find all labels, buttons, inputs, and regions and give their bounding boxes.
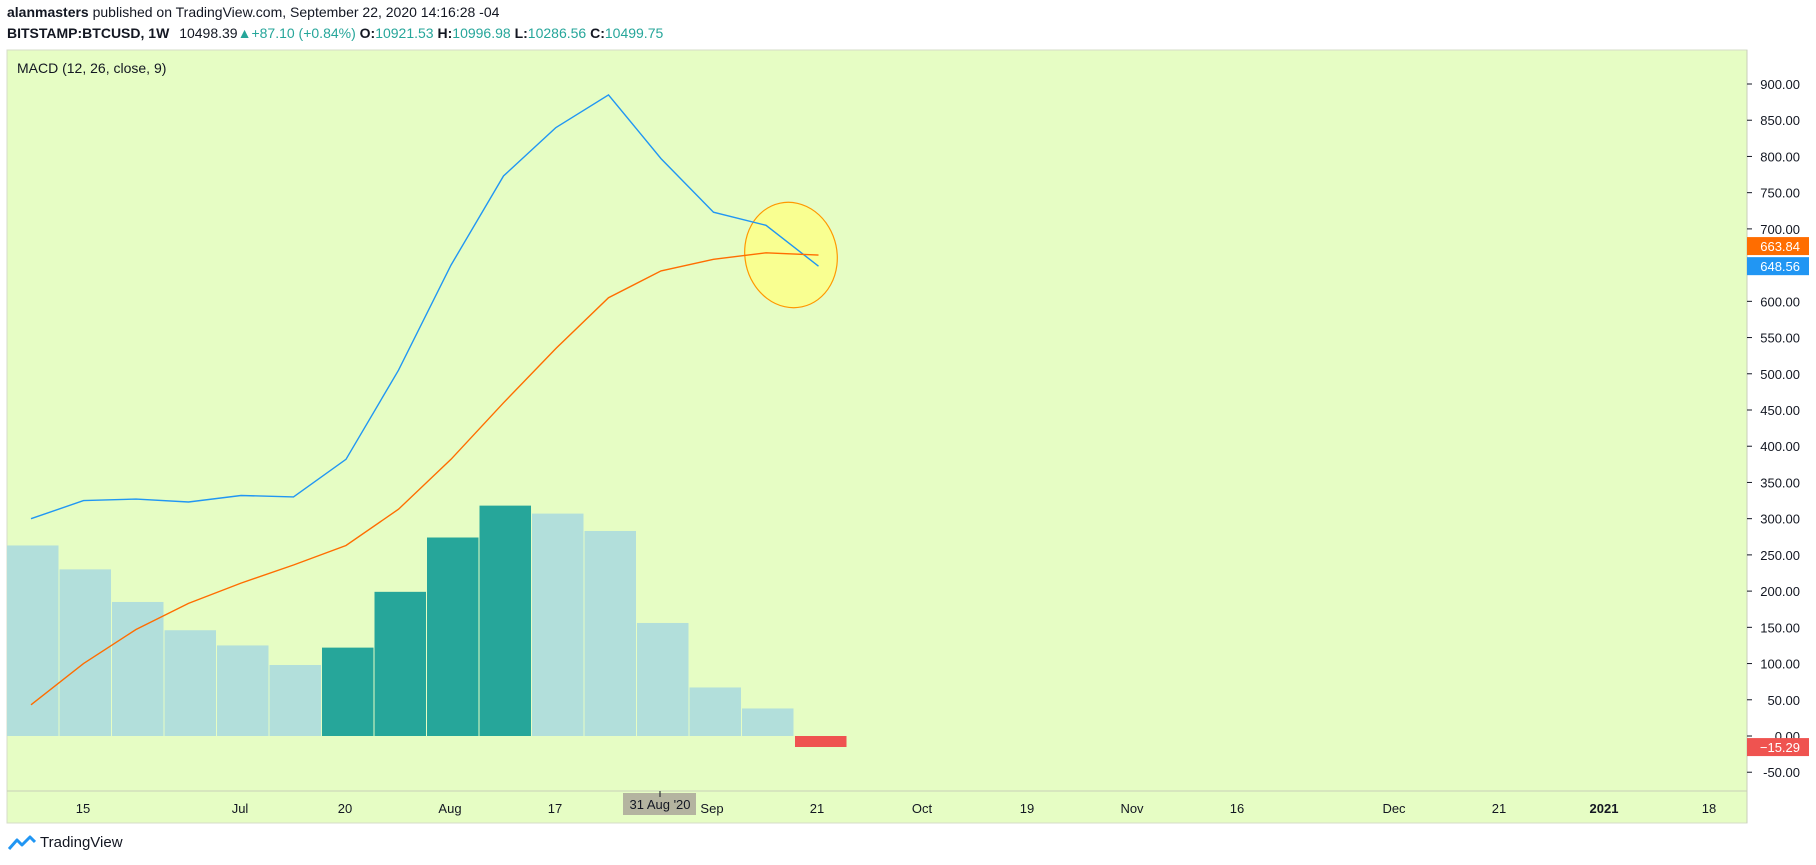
histogram-bar [164, 630, 216, 736]
y-tick-label: 750.00 [1760, 186, 1800, 201]
footer-brand: TradingView [40, 834, 123, 851]
high-label: H: [437, 25, 453, 41]
open-value: 10921.53 [375, 25, 434, 41]
macd-line [30, 93, 819, 520]
histogram-bar [795, 736, 847, 747]
tradingview-logo-icon [8, 835, 36, 850]
last-price: 10498.39 [179, 25, 238, 41]
cursor-date-box [623, 793, 696, 815]
histogram-bar [637, 622, 689, 736]
low-value: 10286.56 [527, 25, 587, 41]
y-tick-label: 700.00 [1760, 222, 1800, 237]
publish-info: alanmasters published on TradingView.com… [7, 4, 499, 20]
cursor-date-label: 31 Aug '20 [629, 797, 690, 812]
x-tick-label: 21 [1492, 801, 1506, 816]
y-tick-label: 250.00 [1760, 548, 1800, 563]
x-tick-label: Sep [700, 801, 723, 816]
x-tick-label: Dec [1382, 801, 1406, 816]
y-tick-label: 300.00 [1760, 512, 1800, 527]
x-tick-label: 16 [1230, 801, 1244, 816]
open-label: O: [359, 25, 376, 41]
histogram-bar [584, 530, 636, 736]
price-label-box [1747, 257, 1809, 276]
price-label-box [1747, 237, 1809, 256]
y-tick-label: 800.00 [1760, 149, 1800, 164]
price-label: 663.84 [1760, 239, 1800, 254]
histogram-bar [269, 665, 321, 736]
y-tick-label: 850.00 [1760, 113, 1800, 128]
change-value: +87.10 (+0.84%) [251, 25, 356, 41]
y-tick-label: 50.00 [1767, 693, 1800, 708]
low-label: L: [514, 25, 528, 41]
change-up-icon: ▲ [237, 25, 252, 41]
histogram-bar [112, 601, 164, 736]
symbol-info: BITSTAMP:BTCUSD, 1W 10498.39▲+87.10 (+0.… [7, 25, 663, 41]
x-tick-label: Nov [1120, 801, 1144, 816]
histogram-bar [7, 545, 59, 736]
x-tick-label: 15 [76, 801, 90, 816]
histogram-bar [479, 505, 531, 736]
x-tick-label: Aug [438, 801, 461, 816]
symbol-label: BITSTAMP:BTCUSD, 1W [7, 25, 170, 41]
histogram-bar [374, 591, 426, 736]
y-tick-label: 350.00 [1760, 475, 1800, 490]
x-tick-label: Jul [232, 801, 249, 816]
y-tick-label: 550.00 [1760, 331, 1800, 346]
price-label: 648.56 [1760, 259, 1800, 274]
histogram-bar [427, 537, 479, 736]
macd-chart[interactable]: 900.00850.00800.00750.00700.00650.00600.… [0, 0, 1816, 830]
y-tick-label: 100.00 [1760, 657, 1800, 672]
x-tick-label: 17 [548, 801, 562, 816]
histogram-bar [532, 513, 584, 736]
y-tick-label: 400.00 [1760, 439, 1800, 454]
close-value: 10499.75 [604, 25, 664, 41]
price-label-box [1747, 738, 1809, 757]
histogram-bar [742, 708, 794, 736]
x-tick-label: 19 [1020, 801, 1034, 816]
author-name[interactable]: alanmasters [7, 4, 89, 20]
tradingview-footer[interactable]: TradingView [8, 834, 123, 851]
x-tick-label: 20 [338, 801, 352, 816]
histogram-bar [217, 645, 269, 736]
y-tick-label: 900.00 [1760, 77, 1800, 92]
x-tick-label: 2021 [1590, 801, 1619, 816]
published-text: published on TradingView.com, September … [92, 4, 500, 20]
indicator-label[interactable]: MACD (12, 26, close, 9) [17, 60, 166, 76]
x-tick-label: 21 [810, 801, 824, 816]
histogram-bar [322, 647, 374, 736]
x-tick-label: Oct [912, 801, 933, 816]
high-value: 10996.98 [452, 25, 511, 41]
y-tick-label: -50.00 [1763, 765, 1800, 780]
y-tick-label: 600.00 [1760, 294, 1800, 309]
y-tick-label: 500.00 [1760, 367, 1800, 382]
histogram-bar [689, 687, 741, 736]
histogram-bar [59, 569, 111, 736]
close-label: C: [590, 25, 605, 41]
highlight-ellipse[interactable] [735, 194, 847, 317]
y-tick-label: 450.00 [1760, 403, 1800, 418]
signal-line [30, 252, 819, 706]
y-tick-label: 150.00 [1760, 620, 1800, 635]
price-label: −15.29 [1760, 740, 1800, 755]
y-tick-label: 200.00 [1760, 584, 1800, 599]
x-tick-label: 18 [1702, 801, 1716, 816]
